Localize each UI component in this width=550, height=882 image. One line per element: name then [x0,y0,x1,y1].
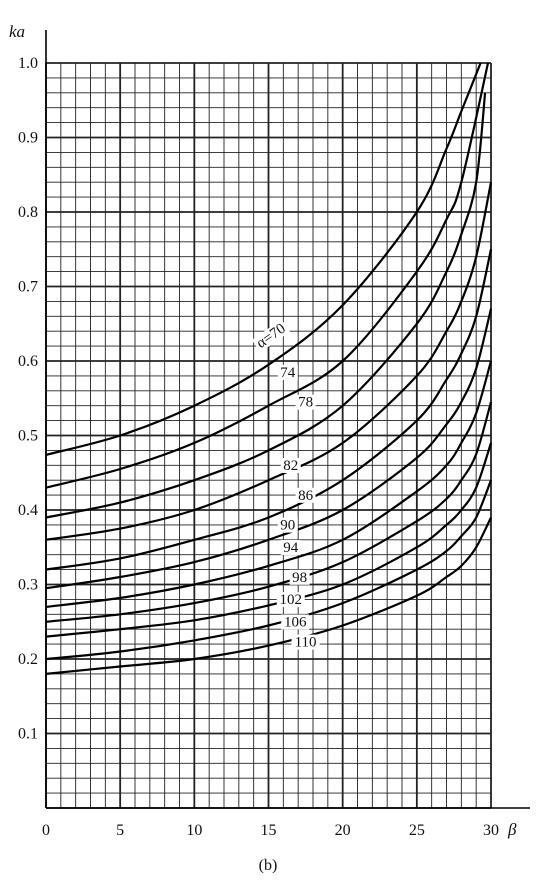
curve-label: 94 [283,540,299,556]
curve-label: 86 [298,488,314,504]
curve-label-background [280,539,301,555]
y-tick-label: 0.7 [18,279,38,296]
curve-label-group: 106 [281,614,310,630]
curve-label-background [295,394,316,410]
curve-label-group: 86 [295,487,316,504]
curve-label: 78 [298,395,313,411]
curve-label-group: α=70 [251,319,290,353]
x-tick-label: 5 [116,822,124,839]
x-tick-label: 10 [186,822,202,839]
curve-label: 102 [280,592,303,608]
series-line [45,360,493,608]
x-tick-label: 30 [483,822,499,839]
curve-label-background [289,569,310,585]
x-tick-label: 0 [42,822,50,839]
x-tick-label: 15 [261,822,277,839]
series-line [45,92,487,519]
curve-label-background [277,517,298,533]
y-tick-label: 0.9 [18,130,38,147]
curve-label-group: 94 [280,539,301,556]
series-line [45,181,493,541]
grid [45,62,492,809]
x-axis-label: β [507,820,517,839]
curve-label-group: 82 [280,458,301,474]
curve-label-background [280,458,301,474]
y-tick-label: 0.1 [18,726,38,743]
curve-label-background [277,364,298,380]
curve-label: 82 [283,458,298,474]
y-tick-label: 0.8 [18,204,38,221]
series-line [45,442,493,638]
curve-label: 106 [284,614,307,630]
curve-label-background [251,319,290,353]
curve-label-background [281,614,310,630]
series-line [45,62,482,456]
series-line [45,249,493,571]
y-tick-label: 1.0 [18,55,38,72]
x-tick-label: 20 [335,822,351,839]
curve-label-background [295,487,316,503]
curve-label-background [291,634,320,650]
curve-label-group: 74 [277,364,298,381]
y-tick-label: 0.6 [18,353,38,370]
axes: 0.1 0.2 0.3 0.4 0.5 0.6 0.7 0.8 0.9 1.0 0 5 10 15 20 25… [18,30,530,839]
curve-label: 90 [280,518,295,534]
series-line [45,517,492,675]
curve-label-group: 98 [289,569,310,586]
curve-label: 74 [280,365,296,381]
y-axis-label: ka [9,22,25,41]
curve-label-group: 78 [295,394,316,411]
curve-label-group: 110 [291,634,320,651]
series-line [45,401,493,623]
curve-label-group: 102 [276,592,305,608]
curve-label: 110 [295,635,317,651]
series-line [45,62,490,489]
figure-caption: (b) [259,857,278,874]
x-tick-label: 25 [409,822,425,839]
series-line [45,308,493,590]
series-line [45,479,493,661]
curve-label: 98 [292,570,307,586]
y-tick-label: 0.5 [18,428,38,445]
y-tick-label: 0.3 [18,577,38,594]
y-tick-label: 0.4 [18,502,38,519]
curve-label-background [276,592,305,608]
curve-label-group: 90 [277,517,298,534]
y-tick-label: 0.2 [18,651,38,668]
series-curves [45,62,493,675]
